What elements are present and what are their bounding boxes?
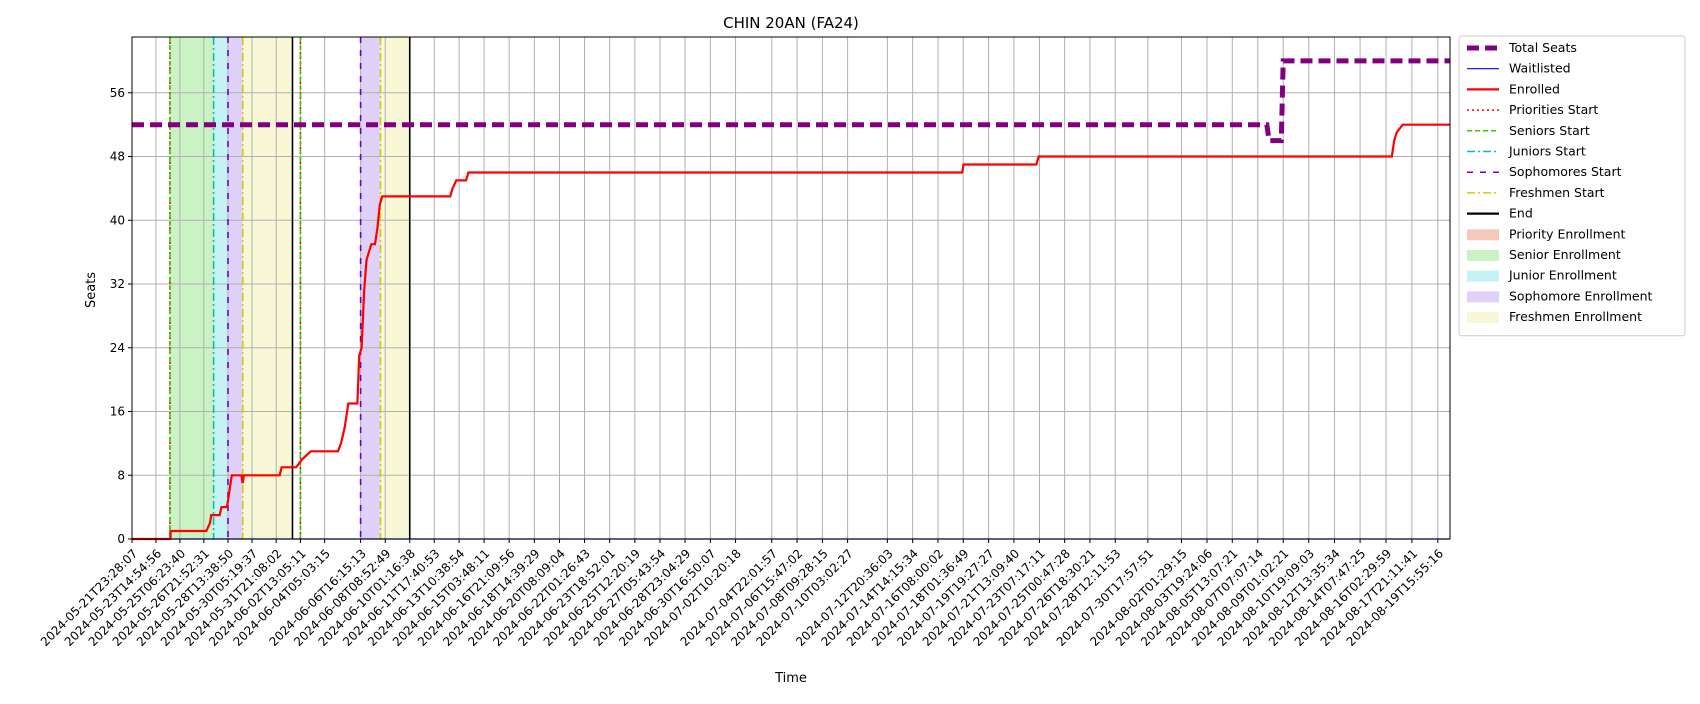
legend-label: Freshmen Enrollment xyxy=(1509,309,1642,324)
band-freshmen-enrollment xyxy=(242,37,293,539)
period-markers xyxy=(169,37,411,539)
legend-label: Seniors Start xyxy=(1509,123,1590,138)
y-axis-ticks: 0 8 16 24 32 40 48 56 xyxy=(110,86,132,546)
y-tick-label: 16 xyxy=(110,405,125,419)
legend-swatch xyxy=(1467,250,1499,261)
legend-label: End xyxy=(1509,206,1533,221)
data-series xyxy=(132,58,1450,541)
y-tick-label: 48 xyxy=(110,150,125,164)
legend-label: Priority Enrollment xyxy=(1509,226,1626,241)
legend-label: Waitlisted xyxy=(1509,61,1571,76)
y-tick-label: 32 xyxy=(110,277,125,291)
y-tick-label: 24 xyxy=(110,341,125,355)
band-sophomore-enrollment xyxy=(227,37,243,539)
legend-swatch xyxy=(1467,291,1499,303)
y-tick-label: 40 xyxy=(110,213,125,227)
legend-swatch xyxy=(1467,312,1499,324)
legend-label: Enrolled xyxy=(1509,81,1560,96)
band-senior-enrollment xyxy=(169,37,214,539)
legend-label: Freshmen Start xyxy=(1509,185,1605,200)
legend-frame xyxy=(1458,35,1686,337)
legend-label: Junior Enrollment xyxy=(1508,268,1617,283)
legend-label: Juniors Start xyxy=(1508,144,1586,159)
y-tick-label: 8 xyxy=(117,468,125,482)
grid-lines xyxy=(131,37,1450,540)
series-total-seats xyxy=(132,58,1450,144)
band-junior-enrollment xyxy=(213,37,228,539)
plot-frame xyxy=(131,36,1451,540)
y-tick-label: 0 xyxy=(117,532,125,546)
enrollment-bands xyxy=(169,37,410,539)
legend-label: Priorities Start xyxy=(1509,102,1598,117)
legend-swatch xyxy=(1467,229,1499,241)
series-enrolled xyxy=(132,123,1450,541)
legend-label: Sophomore Enrollment xyxy=(1509,288,1653,303)
legend-label: Sophomores Start xyxy=(1509,164,1622,179)
chart-title: CHIN 20AN (FA24) xyxy=(723,14,859,32)
legend-swatch xyxy=(1467,270,1499,282)
band-sophomore-enrollment xyxy=(360,37,381,539)
legend: Total Seats Waitlisted Enrolled Priorities … xyxy=(1458,35,1686,337)
legend-label: Total Seats xyxy=(1508,40,1577,55)
legend-label: Senior Enrollment xyxy=(1509,247,1621,262)
y-tick-label: 56 xyxy=(110,86,125,100)
y-axis-label: Seats xyxy=(84,272,99,308)
x-axis-ticks: 2024-05-21T23:28:072024-05-23T14:54:5620… xyxy=(38,539,1446,649)
x-axis-label: Time xyxy=(774,671,807,686)
